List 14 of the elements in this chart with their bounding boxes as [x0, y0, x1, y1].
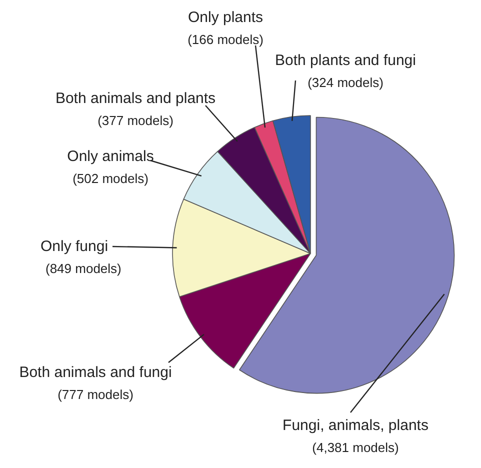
slice-label: Only fungi	[40, 238, 108, 255]
data-label: (377 models)	[98, 113, 174, 128]
slice-label: Only plants	[188, 9, 264, 26]
slice-label: Fungi, animals, plants	[282, 417, 428, 434]
slice-label: Both animals and fungi	[19, 364, 172, 381]
slice-label: Both animals and plants	[55, 90, 216, 107]
data-label: (324 models)	[308, 75, 384, 90]
data-label: (166 models)	[188, 32, 264, 47]
slice-label: Only animals	[67, 148, 154, 165]
slice-label: Both plants and fungi	[275, 52, 416, 69]
data-label: (849 models)	[46, 261, 122, 276]
data-label: (777 models)	[58, 387, 134, 402]
data-label: (502 models)	[72, 171, 148, 186]
data-label: (4,381 models)	[312, 440, 399, 455]
